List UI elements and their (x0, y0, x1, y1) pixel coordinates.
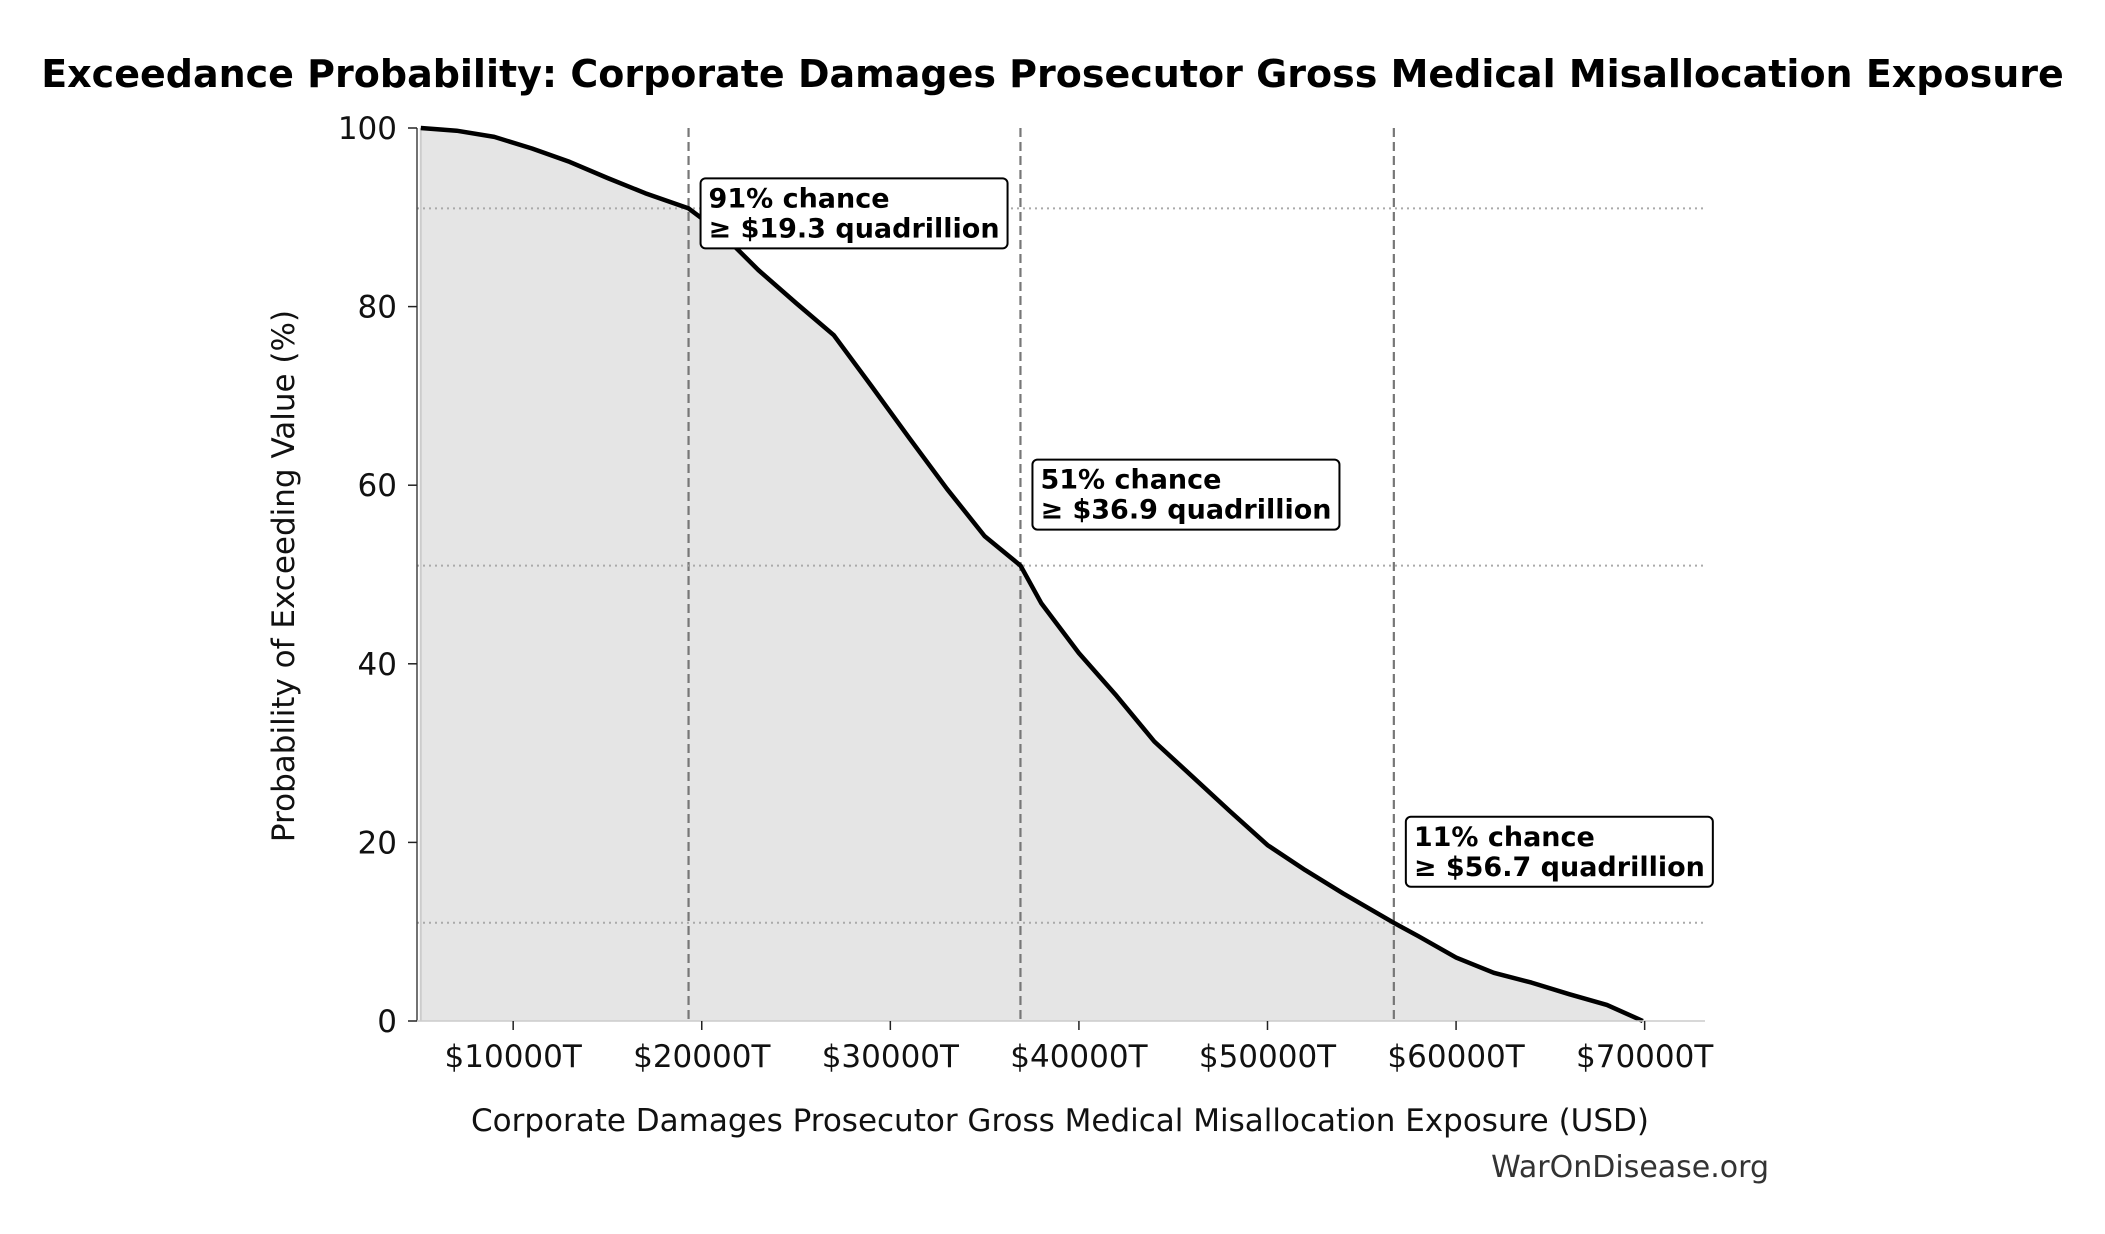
annotation-2: 51% chance≥ $36.9 quadrillion (1031, 458, 1341, 531)
x-tick-label: $60000T (1387, 1039, 1525, 1075)
annotation-box (699, 177, 1009, 250)
annotation-box (1404, 815, 1714, 888)
x-axis-label: Corporate Damages Prosecutor Gross Medic… (471, 1103, 1649, 1139)
exceedance-area (420, 128, 1643, 1021)
x-tick-label: $50000T (1199, 1039, 1337, 1075)
y-tick-label: 20 (358, 825, 397, 861)
annotation-3: 11% chance≥ $56.7 quadrillion (1404, 815, 1714, 888)
annotation-line-1: 91% chance (709, 183, 890, 214)
annotation-line-1: 51% chance (1040, 465, 1221, 496)
watermark: WarOnDisease.org (1491, 1150, 1769, 1185)
annotation-line-2: ≥ $36.9 quadrillion (1040, 495, 1331, 526)
annotation-box (1031, 458, 1341, 531)
x-tick-label: $40000T (1010, 1039, 1148, 1075)
y-tick-label: 0 (377, 1004, 397, 1040)
x-tick-label: $30000T (822, 1039, 960, 1075)
x-tick-label: $20000T (633, 1039, 771, 1075)
y-tick-label: 60 (358, 468, 397, 504)
annotation-line-2: ≥ $19.3 quadrillion (709, 213, 1000, 244)
y-axis-label: Probability of Exceeding Value (%) (266, 310, 302, 842)
x-tick-label: $10000T (445, 1039, 583, 1075)
exceedance-curve (420, 125, 1644, 1024)
chart-title: Exceedance Probability: Corporate Damage… (41, 52, 2064, 96)
annotation-line-2: ≥ $56.7 quadrillion (1414, 852, 1705, 883)
y-tick-label: 40 (358, 647, 397, 683)
y-tick-label: 80 (358, 290, 397, 326)
annotation-line-1: 11% chance (1414, 822, 1595, 853)
y-tick-label: 100 (338, 111, 397, 147)
x-tick-label: $70000T (1576, 1039, 1714, 1075)
annotation-1: 91% chance≥ $19.3 quadrillion (699, 177, 1009, 250)
